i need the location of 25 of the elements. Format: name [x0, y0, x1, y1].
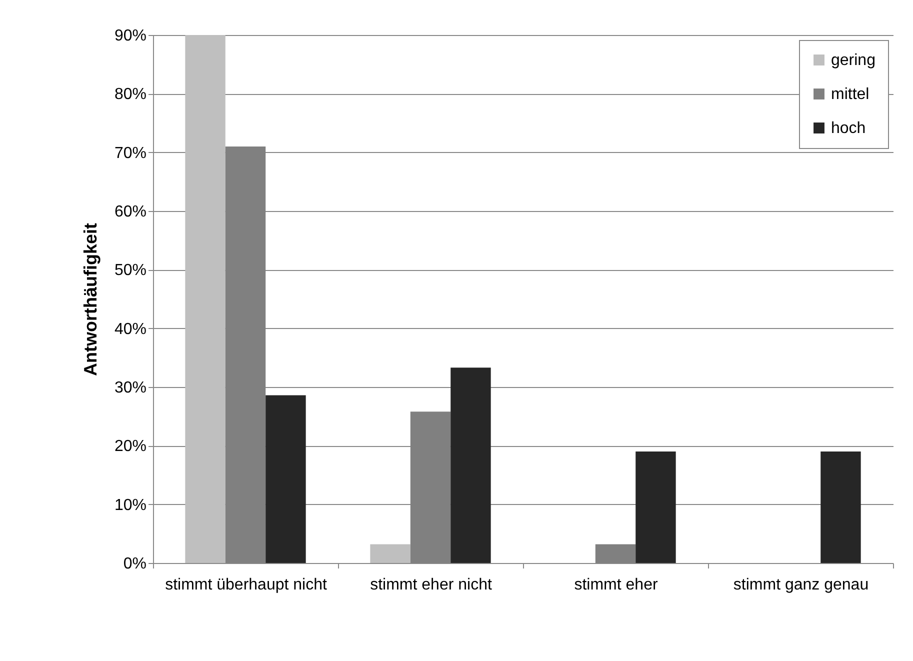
y-axis-title: Antworthäufigkeit: [80, 223, 100, 376]
x-tick-label: stimmt überhaupt nicht: [165, 576, 328, 594]
y-tick-label: 60%: [114, 204, 146, 220]
legend-label: hoch: [831, 120, 866, 137]
y-tick-label: 90%: [114, 28, 146, 44]
y-tick-label: 20%: [114, 438, 146, 456]
bar: [820, 452, 861, 563]
bar: [595, 544, 636, 563]
x-tick-label: stimmt eher: [574, 576, 658, 594]
y-tick-label: 40%: [114, 320, 146, 338]
x-tick-label: stimmt ganz genau: [733, 576, 869, 594]
y-tick-label: 80%: [114, 86, 146, 104]
legend-label: gering: [831, 52, 876, 69]
y-tick-label: 0%: [123, 556, 146, 572]
y-tick-label: 50%: [114, 262, 146, 280]
bar: [266, 395, 306, 563]
bar: [185, 35, 226, 563]
bar: [370, 544, 410, 563]
y-tick-label: 70%: [114, 144, 146, 162]
bar: [450, 368, 491, 563]
y-tick-label: 30%: [114, 380, 146, 396]
legend-label: mittel: [831, 86, 870, 103]
x-tick-label: stimmt eher nicht: [370, 576, 492, 594]
y-tick-label: 10%: [114, 496, 146, 514]
bar: [636, 452, 676, 563]
